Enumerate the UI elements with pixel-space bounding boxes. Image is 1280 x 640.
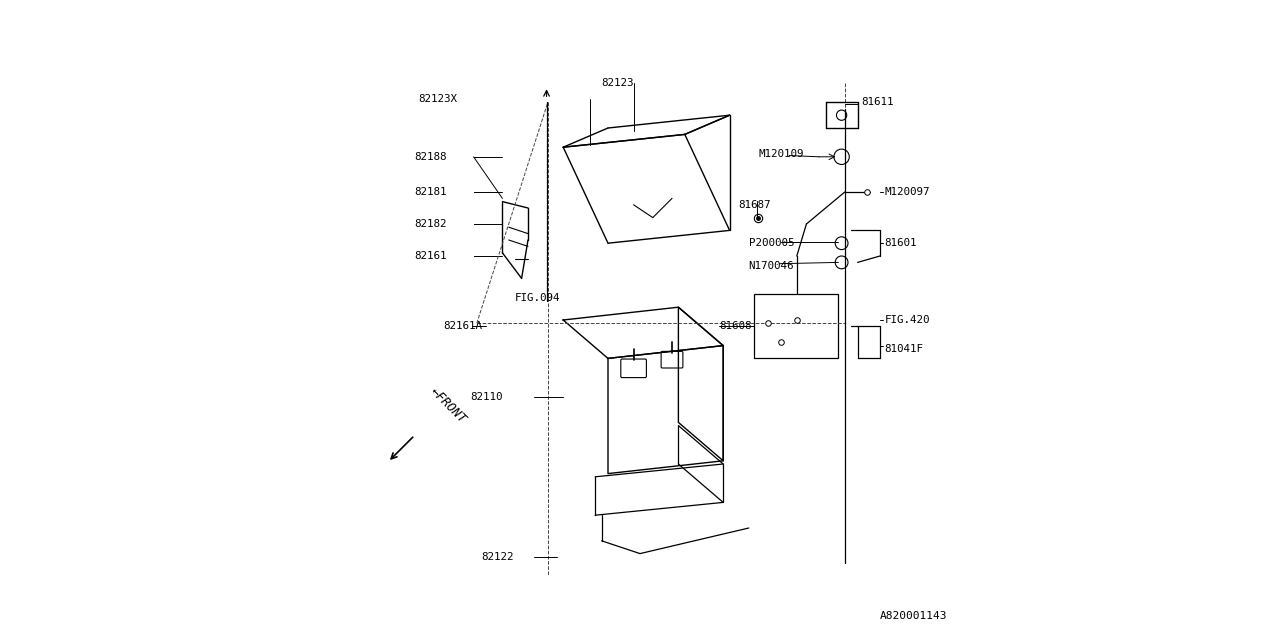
FancyBboxPatch shape: [621, 359, 646, 378]
Text: 81601: 81601: [884, 238, 916, 248]
Text: N170046: N170046: [749, 260, 794, 271]
Circle shape: [835, 256, 847, 269]
Text: 82123: 82123: [602, 78, 634, 88]
Text: 81687: 81687: [739, 200, 771, 210]
Text: A820001143: A820001143: [879, 611, 947, 621]
Text: M120097: M120097: [884, 187, 931, 197]
Text: FIG.094: FIG.094: [516, 292, 561, 303]
Text: 81041F: 81041F: [884, 344, 923, 354]
Text: 81611: 81611: [860, 97, 893, 108]
Text: 82182: 82182: [415, 219, 447, 229]
Text: ←FRONT: ←FRONT: [428, 385, 468, 426]
Circle shape: [837, 110, 847, 120]
Text: 82110: 82110: [470, 392, 502, 402]
Text: M120109: M120109: [759, 148, 804, 159]
Text: 82123X: 82123X: [419, 94, 458, 104]
Text: 82188: 82188: [415, 152, 447, 162]
Text: 82122: 82122: [481, 552, 513, 562]
Text: 82161: 82161: [415, 251, 447, 261]
Circle shape: [835, 149, 850, 164]
Circle shape: [835, 237, 847, 250]
Text: 82181: 82181: [415, 187, 447, 197]
Text: 82161A: 82161A: [443, 321, 481, 332]
Text: 81608: 81608: [719, 321, 751, 332]
FancyBboxPatch shape: [662, 351, 684, 368]
Text: P200005: P200005: [750, 238, 795, 248]
Text: FIG.420: FIG.420: [884, 315, 931, 325]
